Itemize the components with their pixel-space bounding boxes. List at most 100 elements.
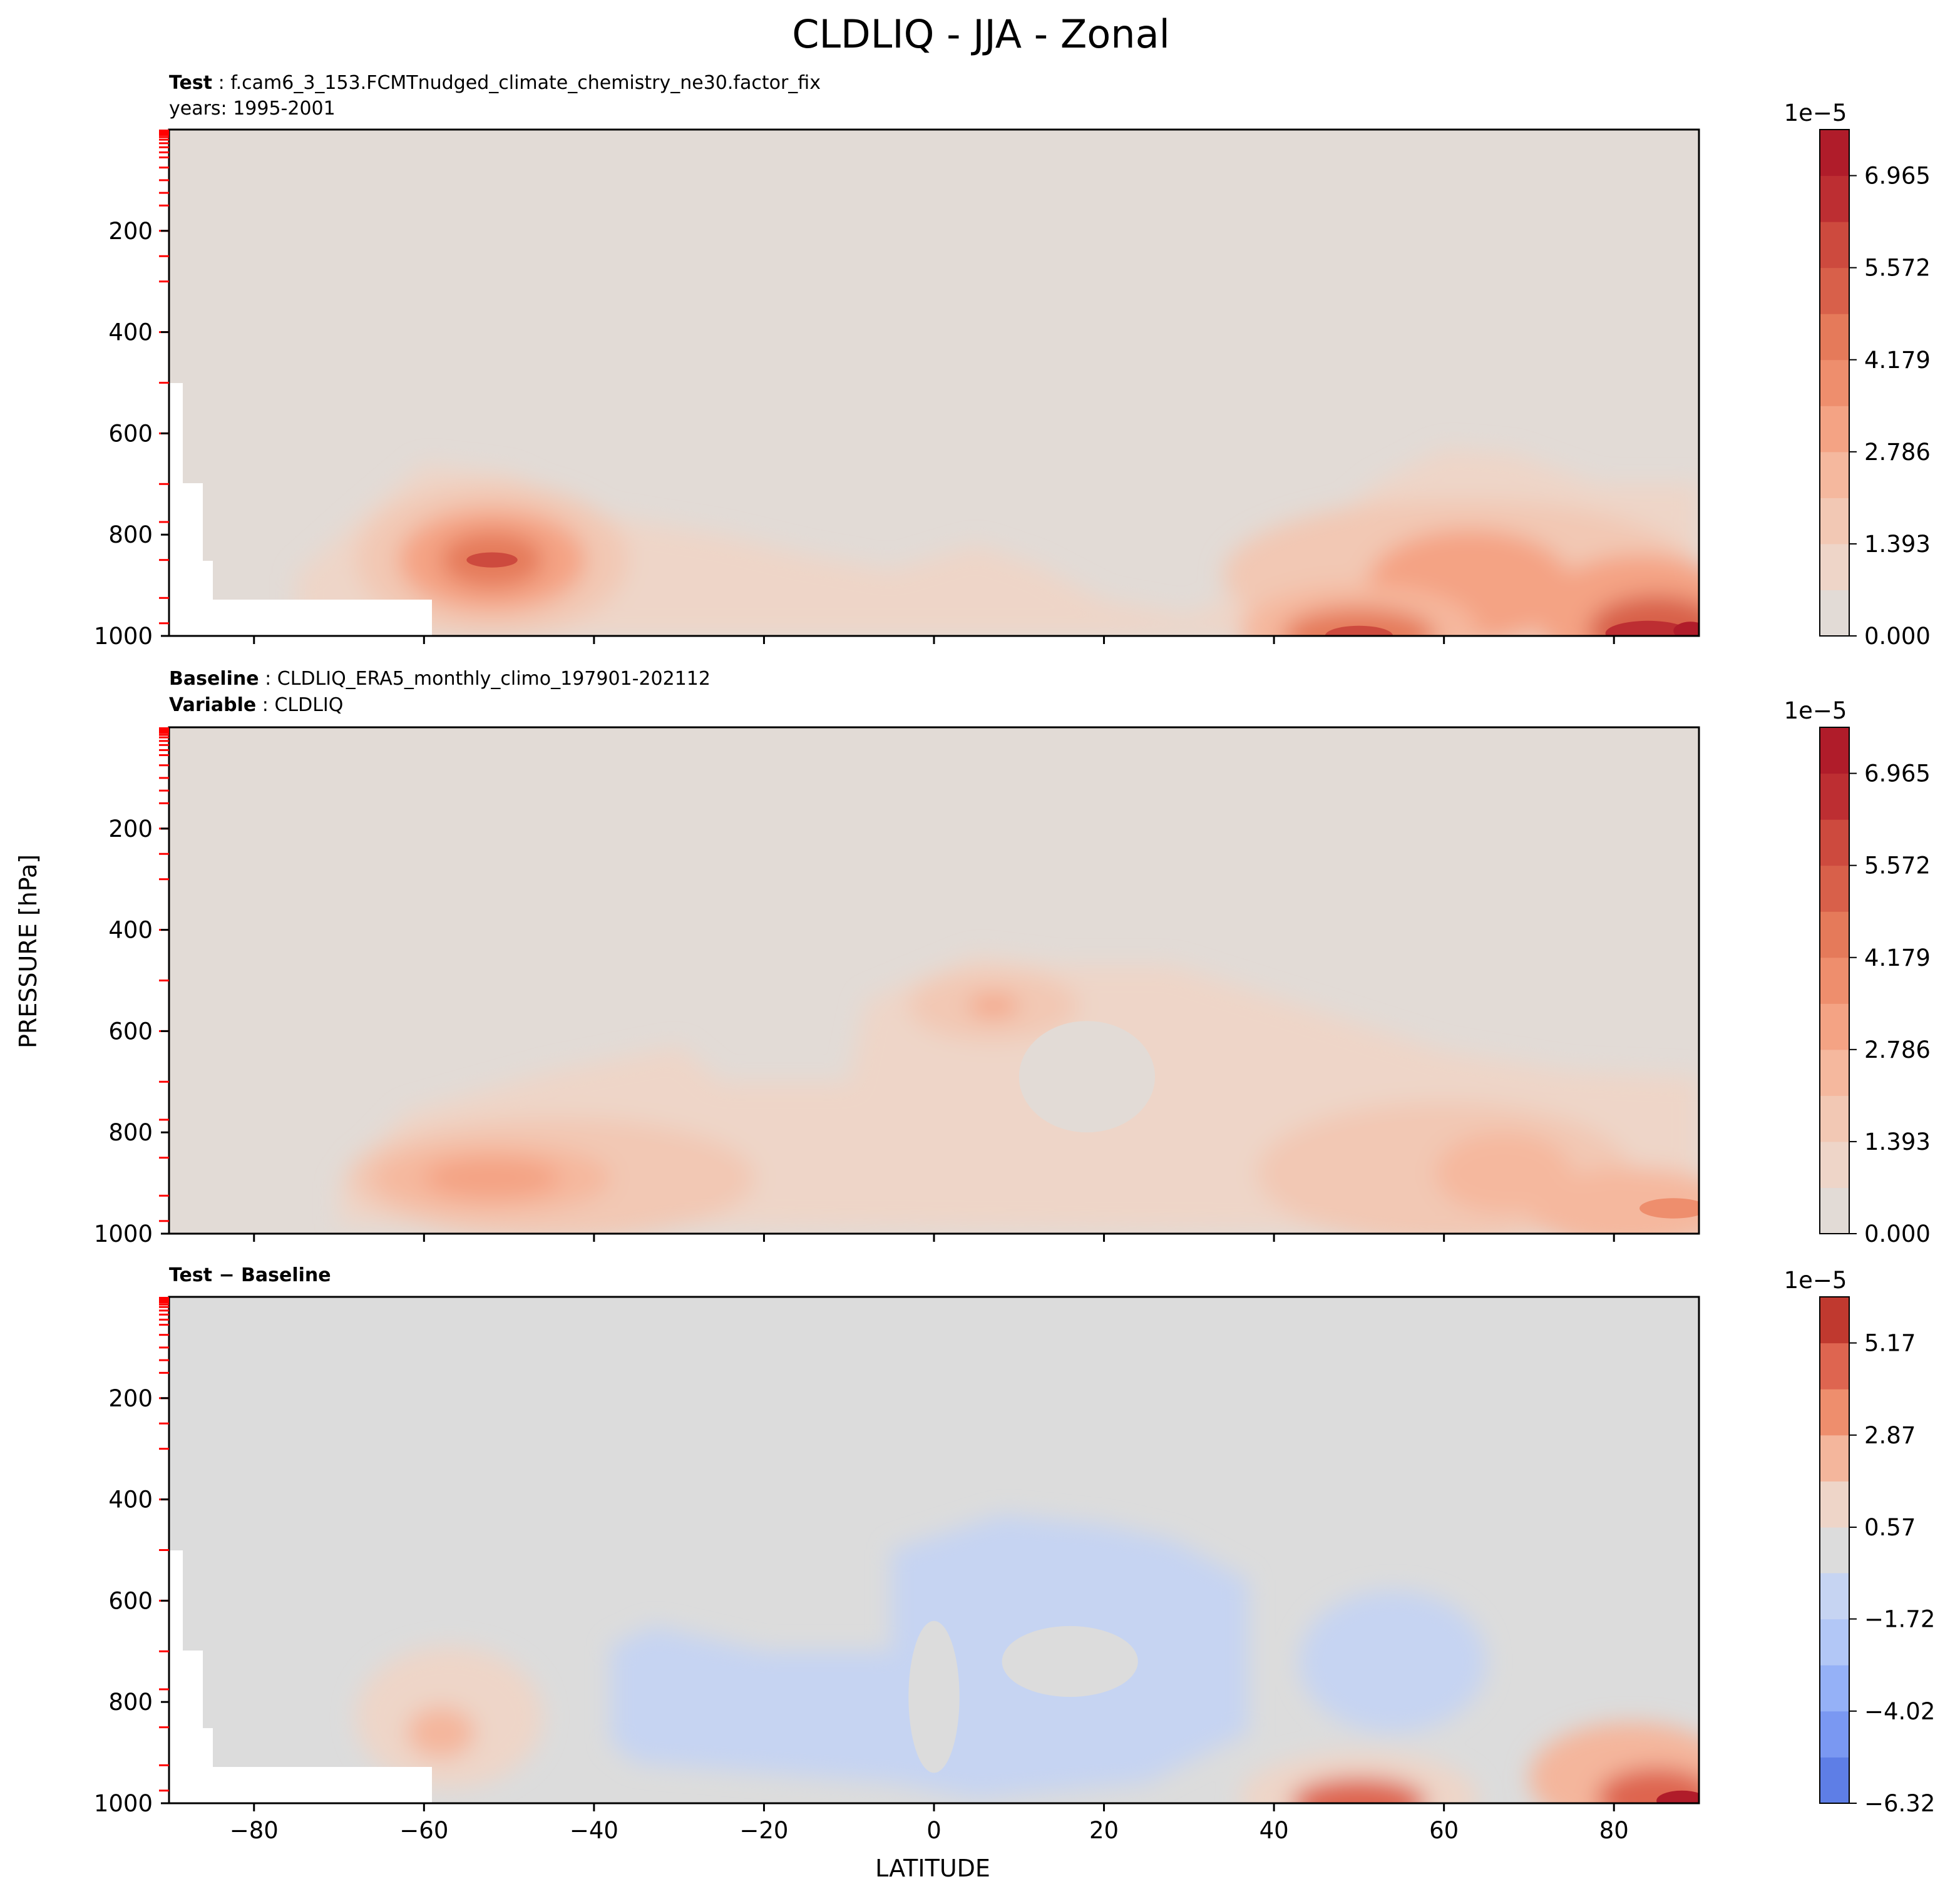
colorbar-baseline-frame (1819, 727, 1850, 1234)
colorbar-baseline-band (1820, 911, 1849, 958)
y-axis-diff-tick-label: 1000 (94, 1790, 153, 1817)
colorbar-test-band (1820, 267, 1849, 314)
y-axis-baseline-level-marker-top (159, 727, 169, 732)
x-axis-test (253, 636, 1615, 644)
y-axis-diff-level-marker-top (159, 1297, 169, 1302)
x-axis-diff-tick-label: 80 (1599, 1817, 1629, 1844)
panel-baseline-variable: Variable : CLDLIQ (169, 694, 343, 716)
plot-area-baseline (169, 727, 1699, 1234)
colorbar-diff-tick-label: −4.02 (1864, 1698, 1935, 1725)
panel-test-header-key: Test (169, 72, 212, 94)
colorbar-diff-band (1820, 1343, 1849, 1390)
colorbar-baseline-tick-label: 0.000 (1864, 1221, 1931, 1247)
y-axis-diff-tick-label: 800 (108, 1689, 153, 1716)
x-axis-diff-tick-label: 20 (1089, 1817, 1119, 1844)
colorbar-test-band (1820, 222, 1849, 269)
panel-baseline-variable-key: Variable (169, 694, 256, 716)
contour-level-baseline (1529, 1167, 1699, 1234)
colorbar-test-band (1820, 543, 1849, 591)
plot-area-test (169, 130, 1699, 636)
colorbar-test-exponent: 1e−5 (1784, 100, 1847, 126)
colorbar-baseline-band (1820, 957, 1849, 1004)
colorbar-baseline-tick-label: 4.179 (1864, 944, 1931, 971)
colorbar-test-band (1820, 498, 1849, 545)
x-axis-diff: −80 −60 −40 −20 0 20 40 60 80 (230, 1803, 1629, 1844)
colorbar-baseline-band (1820, 1095, 1849, 1142)
colorbar-diff-band (1820, 1435, 1849, 1482)
panel-diff-header-key: Test − Baseline (169, 1264, 331, 1286)
y-axis-diff: 200 400 600 800 1000 (94, 1297, 169, 1817)
contour-fill-test (296, 448, 1699, 636)
colorbar-diff-exponent: 1e−5 (1784, 1267, 1847, 1294)
colorbar-baseline-band (1820, 819, 1849, 866)
contour-level-test (1282, 608, 1436, 636)
x-axis-diff-tick-label: 40 (1260, 1817, 1289, 1844)
panel-test-years: years: 1995-2001 (169, 98, 336, 120)
x-axis-diff-tick-label: −80 (230, 1817, 279, 1844)
contour-level-test (1325, 625, 1393, 636)
colorbar-diff-tick-label: −1.72 (1864, 1606, 1935, 1633)
colorbar-test-ticks: 0.000 1.393 2.786 4.179 5.572 6.965 (1849, 163, 1931, 650)
colorbar-diff-tick-label: 0.57 (1864, 1514, 1916, 1541)
contour-level-diff (908, 1620, 960, 1773)
contour-level-test (1605, 620, 1691, 636)
colorbar-baseline-band (1820, 727, 1849, 774)
y-axis-diff-tick-label: 400 (108, 1487, 153, 1513)
colorbar-test-band (1820, 359, 1849, 406)
x-axis-diff-tick-label: −20 (739, 1817, 788, 1844)
contour-level-diff (407, 1707, 475, 1758)
y-axis-test: 200 400 600 800 1000 (94, 130, 169, 650)
y-axis-diff-tick-label: 600 (108, 1587, 153, 1614)
x-axis-diff-tick-label: −40 (570, 1817, 618, 1844)
colorbar-baseline-tick-label: 2.786 (1864, 1037, 1931, 1063)
contour-detail-diff (908, 1620, 1699, 1803)
colorbar-baseline-band (1820, 1049, 1849, 1096)
topography-mask-diff (169, 1550, 432, 1803)
colorbar-diff-band (1820, 1619, 1849, 1666)
colorbar-diff-tick-label: −6.32 (1864, 1790, 1935, 1817)
contour-level-diff (1002, 1625, 1138, 1697)
colorbar-baseline-exponent: 1e−5 (1784, 697, 1847, 724)
figure-title: CLDLIQ - JJA - Zonal (792, 11, 1170, 57)
y-axis-test-tick-label: 200 (108, 218, 153, 245)
contour-field-diff (356, 1514, 1699, 1803)
colorbar-diff-bands (1820, 1297, 1849, 1804)
colorbar-baseline-bands (1820, 727, 1849, 1234)
contour-level-diff (1299, 1590, 1487, 1733)
contour-level-test (1673, 622, 1699, 636)
y-axis-test-tick-label: 1000 (94, 623, 153, 650)
contour-level-baseline (1018, 1021, 1155, 1133)
colorbar-baseline-band (1820, 1003, 1849, 1050)
y-axis-baseline-tick-label: 200 (108, 816, 153, 842)
colorbar-baseline-tick-label: 5.572 (1864, 852, 1931, 879)
x-axis-diff-tick-label: 60 (1429, 1817, 1459, 1844)
y-axis-baseline-tick-label: 400 (108, 917, 153, 944)
y-axis-diff-tick-label: 200 (108, 1385, 153, 1412)
x-axis-diff-tick-label: 0 (926, 1817, 942, 1844)
colorbar-test-tick-label: 4.179 (1864, 347, 1931, 374)
colorbar-diff-band (1820, 1297, 1849, 1344)
colorbar-diff-band (1820, 1481, 1849, 1528)
colorbar-baseline-band (1820, 1187, 1849, 1234)
y-axis-baseline: 200 400 600 800 1000 (94, 727, 169, 1247)
colorbar-diff-tick-label: 2.87 (1864, 1422, 1916, 1449)
y-axis-test-level-marker-top (159, 130, 169, 135)
contour-level-baseline (1639, 1198, 1699, 1219)
colorbar-test-band (1820, 130, 1849, 177)
y-axis-baseline-tick-label: 800 (108, 1119, 153, 1146)
colorbar-baseline-band (1820, 1141, 1849, 1189)
contour-level-baseline (968, 995, 1019, 1016)
colorbar-test: 1e−5 0.000 1.393 2.786 4.179 5.572 6.965 (1784, 100, 1931, 650)
panel-baseline: Baseline : CLDLIQ_ERA5_monthly_climo_197… (94, 668, 1931, 1247)
contour-level-diff (1656, 1790, 1699, 1803)
y-axis-baseline-tick-label: 1000 (94, 1221, 153, 1247)
x-axis-baseline (253, 1234, 1615, 1242)
panel-baseline-header-key: Baseline (169, 668, 259, 690)
panel-test-header-text: : f.cam6_3_153.FCMTnudged_climate_chemis… (218, 72, 821, 94)
colorbar-test-tick-label: 0.000 (1864, 623, 1931, 650)
colorbar-diff-band (1820, 1572, 1849, 1620)
panel-baseline-header-text: : CLDLIQ_ERA5_monthly_climo_197901-20211… (265, 668, 711, 690)
contour-level-baseline (424, 1157, 560, 1199)
plot-area-diff (169, 1297, 1699, 1803)
